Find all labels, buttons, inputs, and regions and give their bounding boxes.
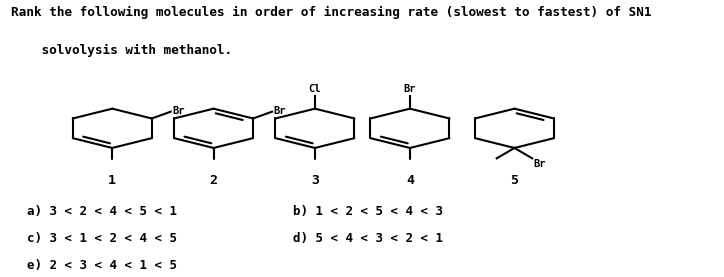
Text: 1: 1 xyxy=(108,174,117,187)
Text: Cl: Cl xyxy=(308,84,321,94)
Text: Br: Br xyxy=(404,84,416,94)
Text: 3: 3 xyxy=(311,174,319,187)
Text: c) 3 < 1 < 2 < 4 < 5: c) 3 < 1 < 2 < 4 < 5 xyxy=(27,232,177,245)
Text: 2: 2 xyxy=(209,174,218,187)
Text: 4: 4 xyxy=(406,174,414,187)
Text: e) 2 < 3 < 4 < 1 < 5: e) 2 < 3 < 4 < 1 < 5 xyxy=(27,259,177,272)
Text: Br: Br xyxy=(172,106,185,116)
Text: a) 3 < 2 < 4 < 5 < 1: a) 3 < 2 < 4 < 5 < 1 xyxy=(27,205,177,218)
Text: 5: 5 xyxy=(510,174,518,187)
Text: Rank the following molecules in order of increasing rate (slowest to fastest) of: Rank the following molecules in order of… xyxy=(11,6,652,19)
Text: Br: Br xyxy=(534,160,546,170)
Text: solvolysis with methanol.: solvolysis with methanol. xyxy=(11,44,232,57)
Text: b) 1 < 2 < 5 < 4 < 3: b) 1 < 2 < 5 < 4 < 3 xyxy=(292,205,443,218)
Text: Br: Br xyxy=(274,106,286,116)
Text: d) 5 < 4 < 3 < 2 < 1: d) 5 < 4 < 3 < 2 < 1 xyxy=(292,232,443,245)
